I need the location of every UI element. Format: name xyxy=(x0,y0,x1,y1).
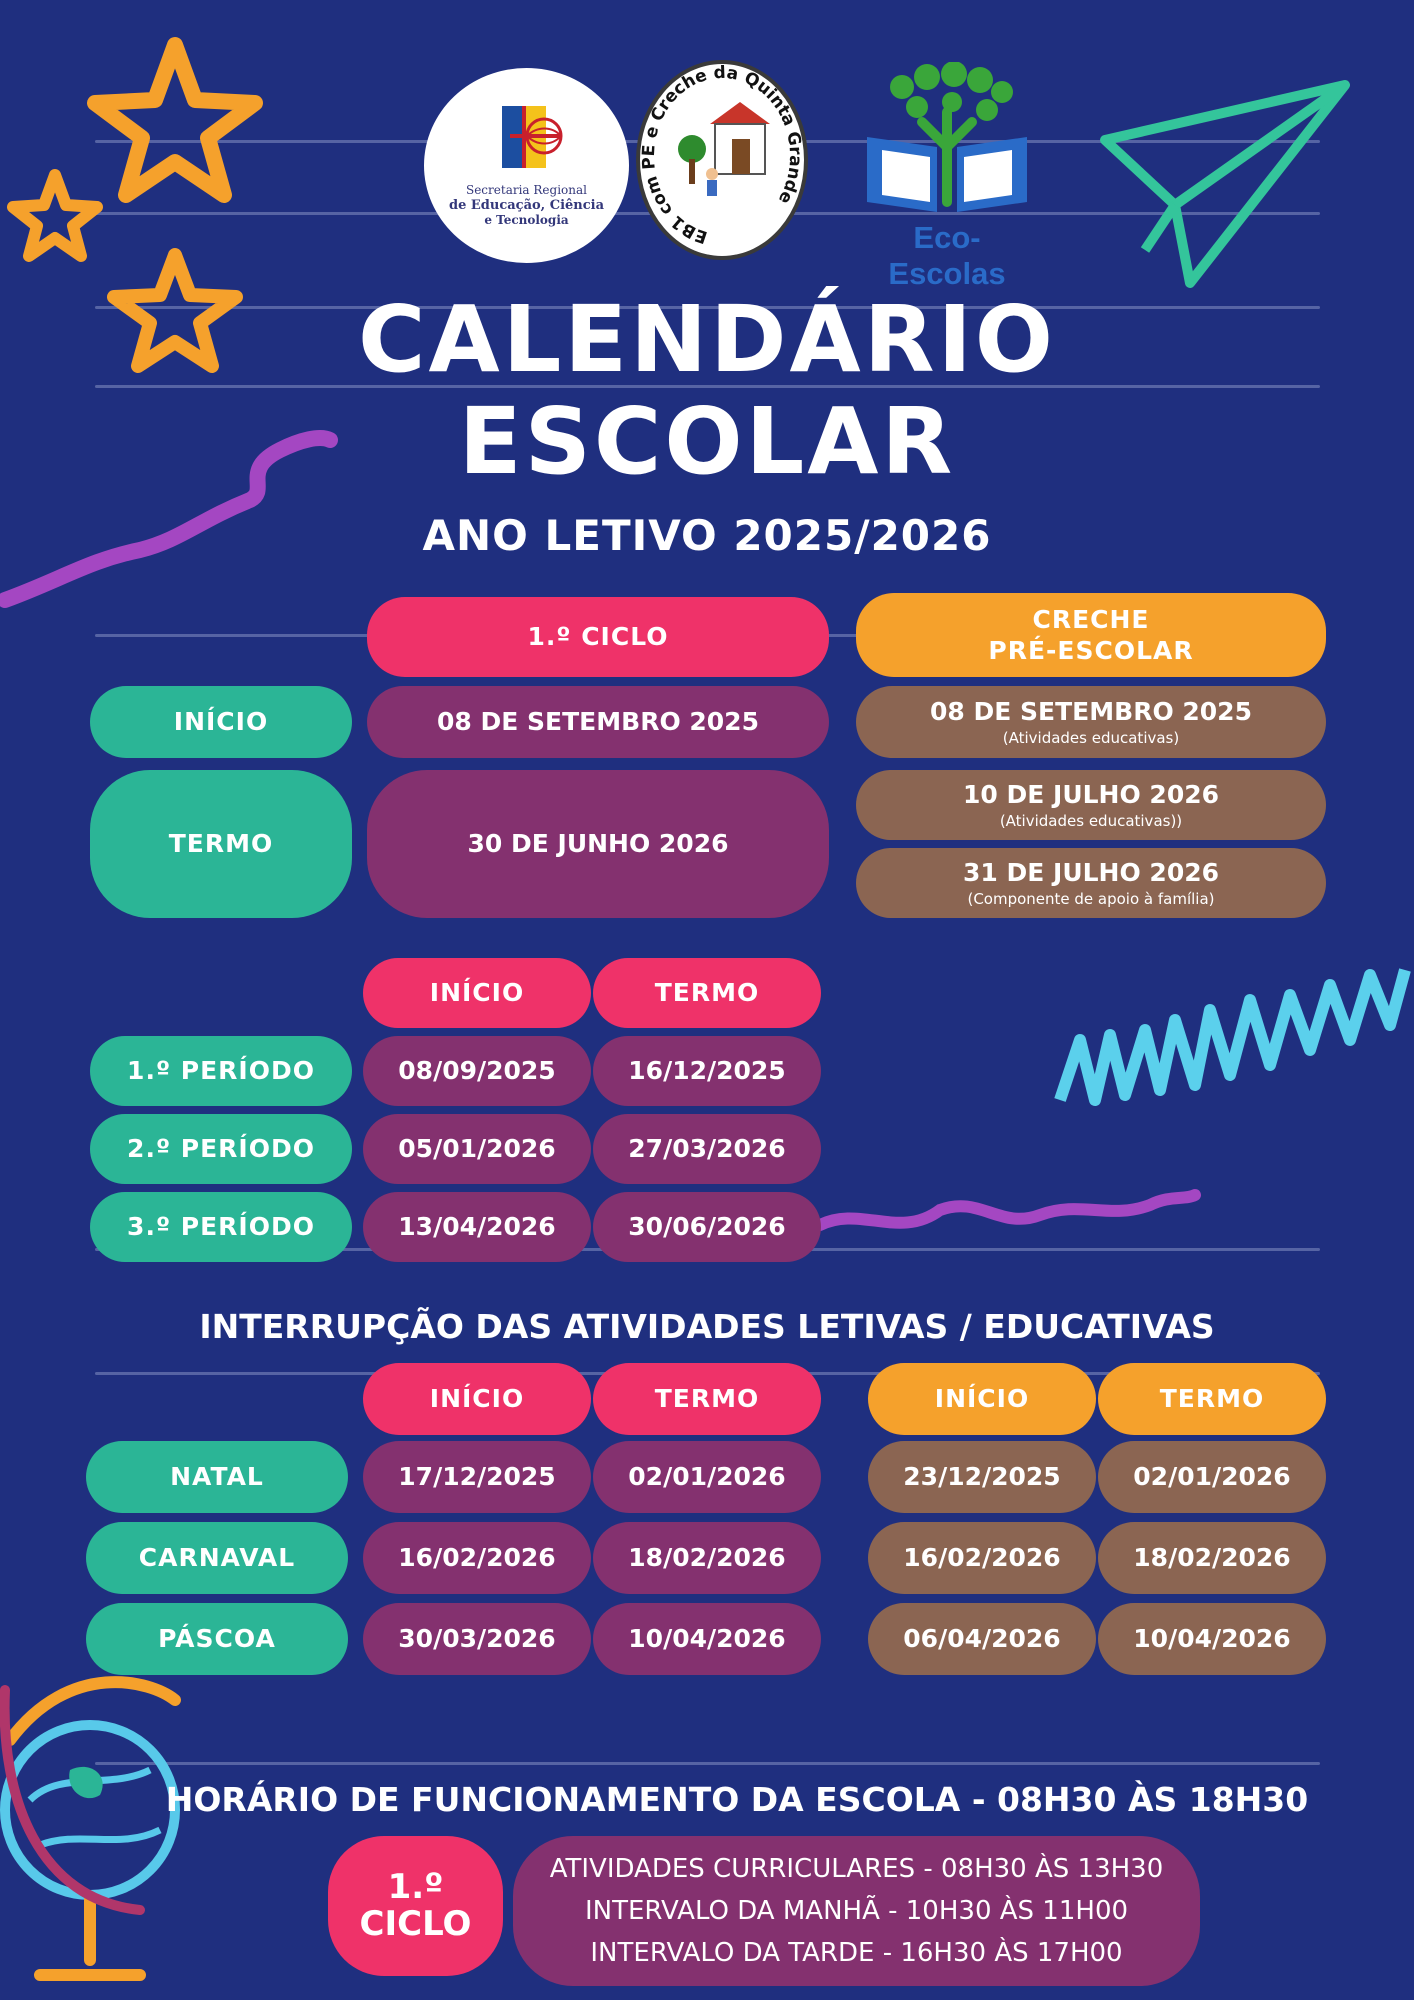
period-termo: 27/03/2026 xyxy=(593,1114,821,1184)
school-logo: EB1 com PE e Creche da Quinta Grande xyxy=(636,60,808,260)
page-subtitle: ANO LETIVO 2025/2026 xyxy=(422,511,992,560)
date-note: (Atividades educativas)) xyxy=(999,811,1183,830)
date-note: (Componente de apoio à família) xyxy=(967,889,1215,908)
interruption-creche-inicio: 16/02/2026 xyxy=(868,1522,1096,1594)
period-label: 2.º PERÍODO xyxy=(90,1114,352,1184)
periods-header-inicio: INÍCIO xyxy=(363,958,591,1028)
interruption-creche-inicio: 23/12/2025 xyxy=(868,1441,1096,1513)
interruptions-header-creche-inicio: INÍCIO xyxy=(868,1363,1096,1435)
interruptions-header-creche-termo: TERMO xyxy=(1098,1363,1326,1435)
schedule-line: INTERVALO DA MANHÃ - 10H30 ÀS 11H00 xyxy=(584,1896,1129,1926)
schedule-line: INTERVALO DA TARDE - 16H30 ÀS 17H00 xyxy=(590,1938,1123,1968)
date-text: 31 DE JULHO 2026 xyxy=(962,858,1220,887)
eco-escolas-logo: Eco-Escolas xyxy=(862,61,1032,291)
period-termo: 30/06/2026 xyxy=(593,1192,821,1262)
schedule-ciclo-badge: 1.º CICLO xyxy=(328,1836,503,1976)
creche-termo2-date: 31 DE JULHO 2026 (Componente de apoio à … xyxy=(856,848,1326,918)
page-title: CALENDÁRIO xyxy=(357,286,1057,393)
scribble-icon xyxy=(1054,968,1411,1106)
star-icon xyxy=(7,169,103,262)
ciclo-termo-date: 30 DE JUNHO 2026 xyxy=(367,770,829,918)
interruptions-header-termo: TERMO xyxy=(593,1363,821,1435)
star-icon xyxy=(107,248,243,373)
period-inicio: 13/04/2026 xyxy=(363,1192,591,1262)
interruption-ciclo-termo: 02/01/2026 xyxy=(593,1441,821,1513)
star-icon xyxy=(87,37,263,203)
secretaria-line: de Educação, Ciência xyxy=(448,197,605,213)
chalk-line xyxy=(95,306,1320,309)
interruption-ciclo-inicio: 16/02/2026 xyxy=(363,1522,591,1594)
chalk-line xyxy=(95,385,1320,388)
eco-escolas-text: Eco-Escolas xyxy=(888,220,1006,291)
date-text: 08 DE SETEMBRO 2025 xyxy=(930,697,1252,726)
page-title-line2: ESCOLAR xyxy=(458,388,956,495)
interruption-creche-termo: 02/01/2026 xyxy=(1098,1441,1326,1513)
date-note: (Atividades educativas) xyxy=(1002,728,1180,747)
interruption-creche-termo: 18/02/2026 xyxy=(1098,1522,1326,1594)
interruption-creche-inicio: 06/04/2026 xyxy=(868,1603,1096,1675)
header-creche-line: CRECHE xyxy=(1032,604,1150,634)
interruption-label: CARNAVAL xyxy=(86,1522,348,1594)
periods-header-termo: TERMO xyxy=(593,958,821,1028)
interruption-ciclo-termo: 10/04/2026 xyxy=(593,1603,821,1675)
interruptions-header-inicio: INÍCIO xyxy=(363,1363,591,1435)
period-label: 1.º PERÍODO xyxy=(90,1036,352,1106)
interruption-label: NATAL xyxy=(86,1441,348,1513)
interruption-label: PÁSCOA xyxy=(86,1603,348,1675)
secretaria-line: Secretaria Regional xyxy=(465,182,587,197)
period-inicio: 05/01/2026 xyxy=(363,1114,591,1184)
tree-book-icon xyxy=(867,61,1027,212)
interruption-ciclo-termo: 18/02/2026 xyxy=(593,1522,821,1594)
period-inicio: 08/09/2025 xyxy=(363,1036,591,1106)
squiggle-icon xyxy=(0,430,338,608)
schedule-title: HORÁRIO DE FUNCIONAMENTO DA ESCOLA - 08H… xyxy=(165,1780,1309,1819)
period-termo: 16/12/2025 xyxy=(593,1036,821,1106)
squiggle-icon xyxy=(814,1189,1201,1231)
secretaria-logo: Secretaria Regional de Educação, Ciência… xyxy=(424,68,629,263)
header-1-ciclo: 1.º CICLO xyxy=(367,597,829,677)
creche-termo1-date: 10 DE JULHO 2026 (Atividades educativas)… xyxy=(856,770,1326,840)
interruptions-title: INTERRUPÇÃO DAS ATIVIDADES LETIVAS / EDU… xyxy=(199,1307,1215,1346)
chalk-line xyxy=(95,1762,1320,1765)
row-label-termo: TERMO xyxy=(90,770,352,918)
interruption-ciclo-inicio: 30/03/2026 xyxy=(363,1603,591,1675)
school-house-icon: EB1 com PE e Creche da Quinta Grande xyxy=(640,64,804,247)
date-text: 10 DE JULHO 2026 xyxy=(962,780,1220,809)
creche-inicio-date: 08 DE SETEMBRO 2025 (Atividades educativ… xyxy=(856,686,1326,758)
ciclo-inicio-date: 08 DE SETEMBRO 2025 xyxy=(367,686,829,758)
interruption-creche-termo: 10/04/2026 xyxy=(1098,1603,1326,1675)
header-creche: CRECHE PRÉ-ESCOLAR xyxy=(856,593,1326,677)
row-label-inicio: INÍCIO xyxy=(90,686,352,758)
header-creche-line: PRÉ-ESCOLAR xyxy=(988,636,1194,665)
paper-plane-icon xyxy=(1100,80,1350,288)
schedule-line: ATIVIDADES CURRICULARES - 08H30 ÀS 13H30 xyxy=(549,1854,1164,1884)
globe-icon xyxy=(0,1676,181,1981)
schedule-box: ATIVIDADES CURRICULARES - 08H30 ÀS 13H30… xyxy=(513,1836,1200,1986)
secretaria-line: e Tecnologia xyxy=(484,212,569,227)
interruption-ciclo-inicio: 17/12/2025 xyxy=(363,1441,591,1513)
shield-cross-icon xyxy=(501,105,562,168)
period-label: 3.º PERÍODO xyxy=(90,1192,352,1262)
